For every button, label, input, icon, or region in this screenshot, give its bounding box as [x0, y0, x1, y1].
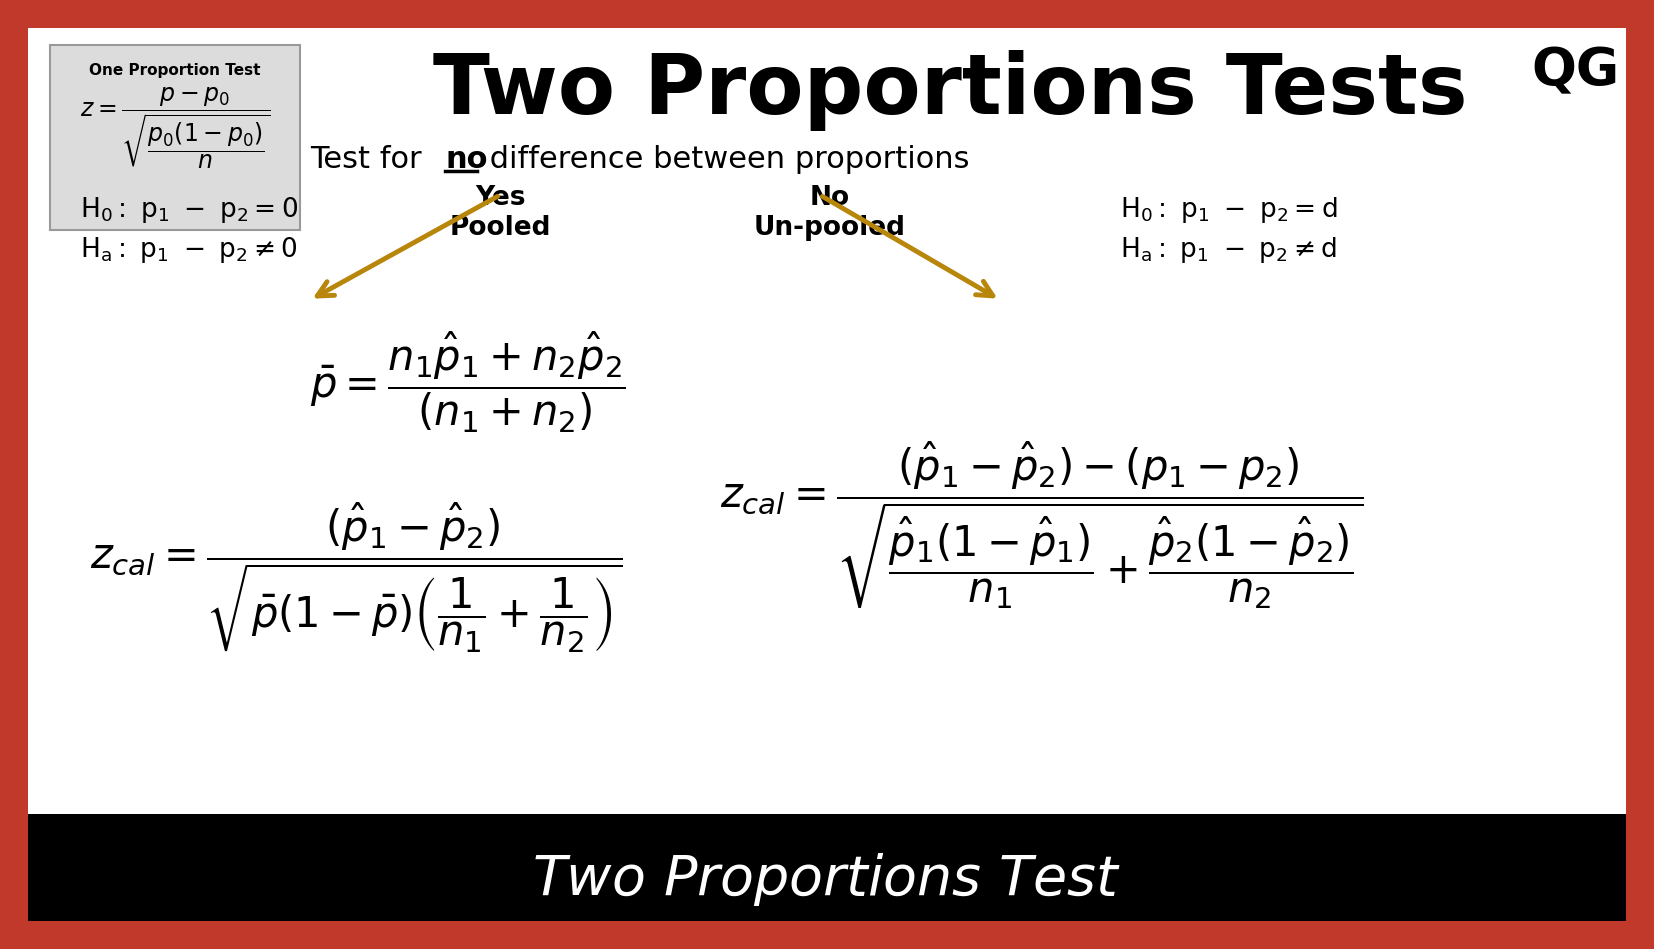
- FancyBboxPatch shape: [50, 45, 299, 230]
- Text: $\mathrm{H_0:\ p_1\ -\ p_2 = 0}$: $\mathrm{H_0:\ p_1\ -\ p_2 = 0}$: [79, 195, 298, 225]
- Text: $z = \dfrac{p - p_0}{\sqrt{\dfrac{p_0(1-p_0)}{n}}}$: $z = \dfrac{p - p_0}{\sqrt{\dfrac{p_0(1-…: [79, 85, 270, 171]
- Text: no: no: [445, 145, 488, 174]
- Text: Un-pooled: Un-pooled: [754, 215, 906, 241]
- Text: $z_{cal} = \dfrac{(\hat{p}_1 - \hat{p}_2)}{\sqrt{\bar{p}(1-\bar{p})\left(\dfrac{: $z_{cal} = \dfrac{(\hat{p}_1 - \hat{p}_2…: [89, 500, 622, 655]
- Text: Yes: Yes: [475, 185, 526, 211]
- Text: $z_{cal} = \dfrac{(\hat{p}_1 - \hat{p}_2) - (p_1 - p_2)}{\sqrt{\dfrac{\hat{p}_1(: $z_{cal} = \dfrac{(\hat{p}_1 - \hat{p}_2…: [719, 440, 1363, 612]
- Text: QG: QG: [1532, 45, 1619, 97]
- Bar: [28, 814, 1626, 921]
- Text: $\mathrm{H_a:\ p_1\ -\ p_2 \neq d}$: $\mathrm{H_a:\ p_1\ -\ p_2 \neq d}$: [1120, 235, 1336, 265]
- Text: Pooled: Pooled: [450, 215, 551, 241]
- Bar: [28, 28, 1626, 814]
- Text: No: No: [810, 185, 850, 211]
- Text: difference between proportions: difference between proportions: [480, 145, 969, 174]
- Text: $\bar{p} = \dfrac{n_1\hat{p}_1 + n_2\hat{p}_2}{(n_1 + n_2)}$: $\bar{p} = \dfrac{n_1\hat{p}_1 + n_2\hat…: [309, 330, 625, 436]
- Text: One Proportion Test: One Proportion Test: [89, 63, 261, 78]
- Text: $\it{Two\ Proportions\ Test}$: $\it{Two\ Proportions\ Test}$: [533, 851, 1121, 908]
- Text: Two Proportions Tests: Two Proportions Tests: [433, 50, 1467, 131]
- Text: $\mathrm{H_0:\ p_1\ -\ p_2 = d}$: $\mathrm{H_0:\ p_1\ -\ p_2 = d}$: [1120, 195, 1338, 225]
- Text: Test for: Test for: [309, 145, 432, 174]
- Text: $\mathrm{H_a:\ p_1\ -\ p_2 \neq 0}$: $\mathrm{H_a:\ p_1\ -\ p_2 \neq 0}$: [79, 235, 298, 265]
